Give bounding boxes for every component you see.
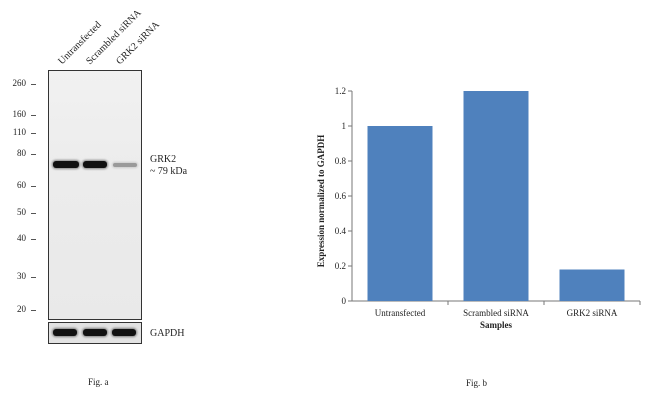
bar bbox=[463, 91, 529, 301]
mw-marker-label: 60 bbox=[17, 180, 26, 190]
band-grk2-scrambled bbox=[83, 161, 107, 168]
mw-tick bbox=[31, 154, 36, 155]
band-grk2-knockdown bbox=[113, 163, 137, 167]
figure-b-caption: Fig. b bbox=[466, 378, 488, 388]
x-tick-label: Untransfected bbox=[375, 308, 426, 318]
mw-tick bbox=[31, 277, 36, 278]
x-tick-label: Scrambled siRNA bbox=[463, 308, 529, 318]
y-tick-label: 0.4 bbox=[335, 226, 347, 236]
mw-marker-label: 260 bbox=[12, 78, 27, 88]
mw-tick bbox=[31, 186, 36, 187]
figure-a-caption: Fig. a bbox=[88, 377, 109, 387]
mw-marker-label: 110 bbox=[12, 127, 26, 137]
x-tick-label: GRK2 siRNA bbox=[567, 308, 618, 318]
y-tick-label: 1 bbox=[342, 121, 347, 131]
mw-tick bbox=[31, 310, 36, 311]
y-tick-label: 0.8 bbox=[335, 156, 347, 166]
mw-tick bbox=[31, 133, 36, 134]
y-tick-label: 0.2 bbox=[335, 261, 346, 271]
loading-control-label: GAPDH bbox=[150, 328, 185, 339]
band-grk2-untransfected bbox=[53, 161, 79, 168]
mw-marker-label: 20 bbox=[17, 304, 26, 314]
mw-marker-label: 40 bbox=[17, 233, 26, 243]
target-size-label: ~ 79 kDa bbox=[150, 166, 188, 177]
mw-marker-label: 80 bbox=[17, 148, 26, 158]
bar bbox=[367, 126, 433, 301]
blot-membrane bbox=[48, 70, 142, 320]
y-axis-title: Expression normalized to GAPDH bbox=[316, 135, 326, 268]
mw-marker-label: 50 bbox=[17, 207, 26, 217]
band-gapdh bbox=[83, 329, 107, 336]
mw-marker-label: 30 bbox=[17, 271, 26, 281]
mw-marker-label: 160 bbox=[12, 109, 27, 119]
mw-tick bbox=[31, 213, 36, 214]
x-axis-title: Samples bbox=[480, 320, 513, 330]
band-gapdh bbox=[112, 329, 136, 336]
mw-tick bbox=[31, 239, 36, 240]
y-tick-label: 1.2 bbox=[335, 86, 346, 96]
y-tick-label: 0 bbox=[342, 296, 347, 306]
mw-tick bbox=[31, 115, 36, 116]
band-gapdh bbox=[53, 329, 77, 336]
target-protein-label: GRK2 bbox=[150, 154, 177, 165]
gapdh-loading-control-strip bbox=[48, 322, 142, 344]
y-tick-label: 0.6 bbox=[335, 191, 347, 201]
bar bbox=[559, 269, 625, 301]
mw-tick bbox=[31, 84, 36, 85]
